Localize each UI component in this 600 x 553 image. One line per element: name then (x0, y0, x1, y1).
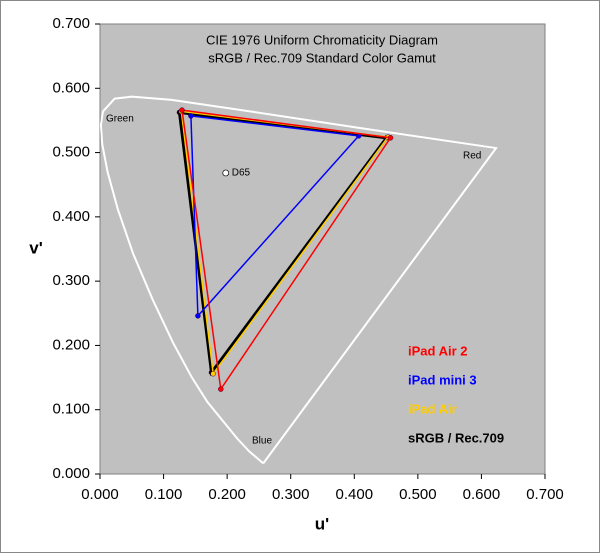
x-tick-label: 0.200 (208, 486, 246, 503)
x-tick-label: 0.500 (399, 486, 437, 503)
chart-subtitle: sRGB / Rec.709 Standard Color Gamut (208, 50, 436, 65)
x-tick-label: 0.100 (145, 486, 183, 503)
gamut-vertex (188, 113, 194, 119)
x-tick-label: 0.400 (336, 486, 374, 503)
x-tick-label: 0.000 (81, 486, 119, 503)
locus-label: Blue (252, 436, 272, 447)
y-tick-label: 0.200 (52, 336, 90, 353)
x-tick-label: 0.600 (463, 486, 501, 503)
gamut-vertex (179, 107, 185, 113)
locus-label: Green (106, 114, 134, 125)
y-axis-title: v' (29, 238, 43, 257)
y-tick-label: 0.400 (52, 208, 90, 225)
x-axis-title: u' (315, 514, 329, 533)
gamut-triangle (190, 115, 361, 318)
chart-title: CIE 1976 Uniform Chromaticity Diagram (206, 32, 438, 47)
white-point-label: D65 (232, 168, 251, 179)
x-tick-label: 0.700 (526, 486, 564, 503)
spectral-locus (99, 95, 498, 465)
gamut-vertex (387, 135, 394, 141)
locus-label: Red (463, 151, 481, 162)
y-tick-label: 0.500 (52, 144, 90, 161)
legend-entry: iPad mini 3 (408, 372, 477, 387)
legend-entry: sRGB / Rec.709 (408, 430, 504, 445)
y-tick-label: 0.000 (52, 465, 90, 482)
plot-area (99, 23, 546, 475)
gamut-vertex (218, 386, 224, 392)
y-tick-label: 0.100 (52, 401, 90, 418)
gamut-vertex (195, 313, 201, 319)
gamut-triangle (181, 109, 392, 392)
legend-entry: iPad Air (408, 401, 457, 416)
legend-entry: iPad Air 2 (408, 343, 467, 358)
y-tick-label: 0.300 (52, 272, 90, 289)
y-tick-label: 0.600 (52, 79, 90, 96)
x-tick-label: 0.300 (272, 486, 310, 503)
y-tick-label: 0.700 (52, 15, 90, 32)
gamut-vertex (210, 370, 216, 377)
white-point (222, 169, 230, 177)
